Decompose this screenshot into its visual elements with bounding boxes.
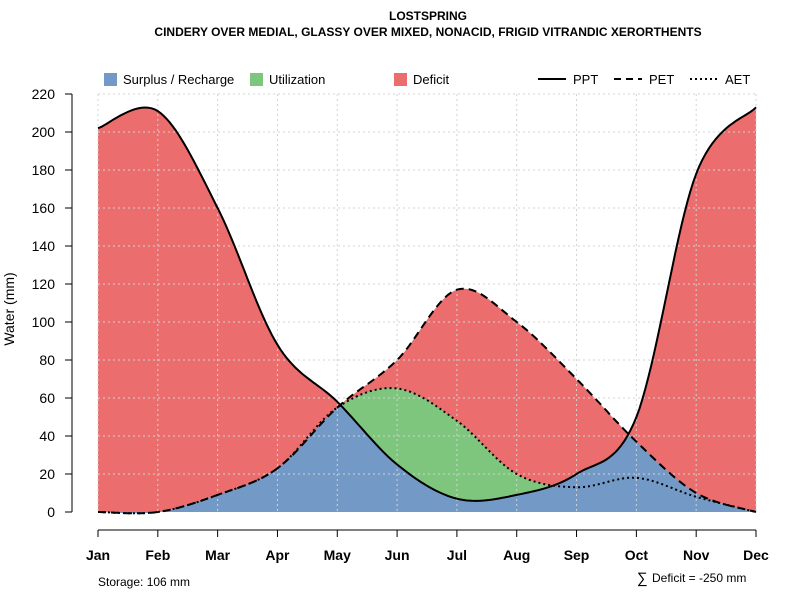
x-tick-label: Mar <box>205 547 230 563</box>
x-tick-label: Aug <box>503 547 530 563</box>
x-tick-label: Jan <box>86 547 110 563</box>
y-axis-label: Water (mm) <box>1 272 17 345</box>
storage-annotation: Storage: 106 mm <box>98 575 190 589</box>
x-tick-label: Sep <box>564 547 590 563</box>
chart-subtitle: CINDERY OVER MEDIAL, GLASSY OVER MIXED, … <box>154 25 701 39</box>
x-tick-label: Feb <box>145 547 170 563</box>
utilization-area <box>98 388 756 514</box>
legend-swatch <box>394 73 407 86</box>
y-tick-label: 80 <box>39 352 55 368</box>
legend-label: PET <box>649 72 674 87</box>
y-tick-label: 60 <box>39 390 55 406</box>
x-tick-label: Apr <box>265 547 290 563</box>
areas-layer <box>98 107 756 514</box>
deficit-area <box>98 107 756 513</box>
ppt-line <box>97 106 757 502</box>
surplus-recharge-area <box>98 404 756 514</box>
y-tick-label: 200 <box>32 124 56 140</box>
legend-label: PPT <box>573 72 598 87</box>
axes-layer: 0 20 40 60 80 100 120 140 160 180 200 220 Jan Feb Mar A… <box>32 86 769 563</box>
y-tick-label: 220 <box>32 86 56 102</box>
y-tick-label: 100 <box>32 314 56 330</box>
y-tick-label: 140 <box>32 238 56 254</box>
x-tick-label: May <box>324 547 351 563</box>
x-tick-label: Dec <box>743 547 769 563</box>
y-tick-label: 20 <box>39 466 55 482</box>
deficit-annotation: Deficit = -250 mm <box>652 571 746 585</box>
y-tick-label: 120 <box>32 276 56 292</box>
legend-label: Surplus / Recharge <box>123 72 234 87</box>
legend-label: Utilization <box>269 72 325 87</box>
x-tick-label: Oct <box>625 547 649 563</box>
legend-swatch <box>104 73 117 86</box>
chart-title: LOSTSPRING <box>389 9 467 23</box>
y-tick-label: 180 <box>32 162 56 178</box>
legend-swatch <box>250 73 263 86</box>
legend-label: Deficit <box>413 72 450 87</box>
aet-line <box>98 387 757 515</box>
deficit-sum-icon: ∑ <box>637 570 648 587</box>
y-tick-label: 0 <box>47 504 55 520</box>
x-tick-label: Jul <box>447 547 467 563</box>
lines-layer <box>97 106 757 515</box>
legend: Surplus / Recharge Utilization Deficit PPT P… <box>104 72 750 87</box>
x-tick-label: Jun <box>385 547 410 563</box>
y-tick-label: 160 <box>32 200 56 216</box>
y-tick-label: 40 <box>39 428 55 444</box>
legend-label: AET <box>725 72 750 87</box>
x-tick-label: Nov <box>683 547 710 563</box>
